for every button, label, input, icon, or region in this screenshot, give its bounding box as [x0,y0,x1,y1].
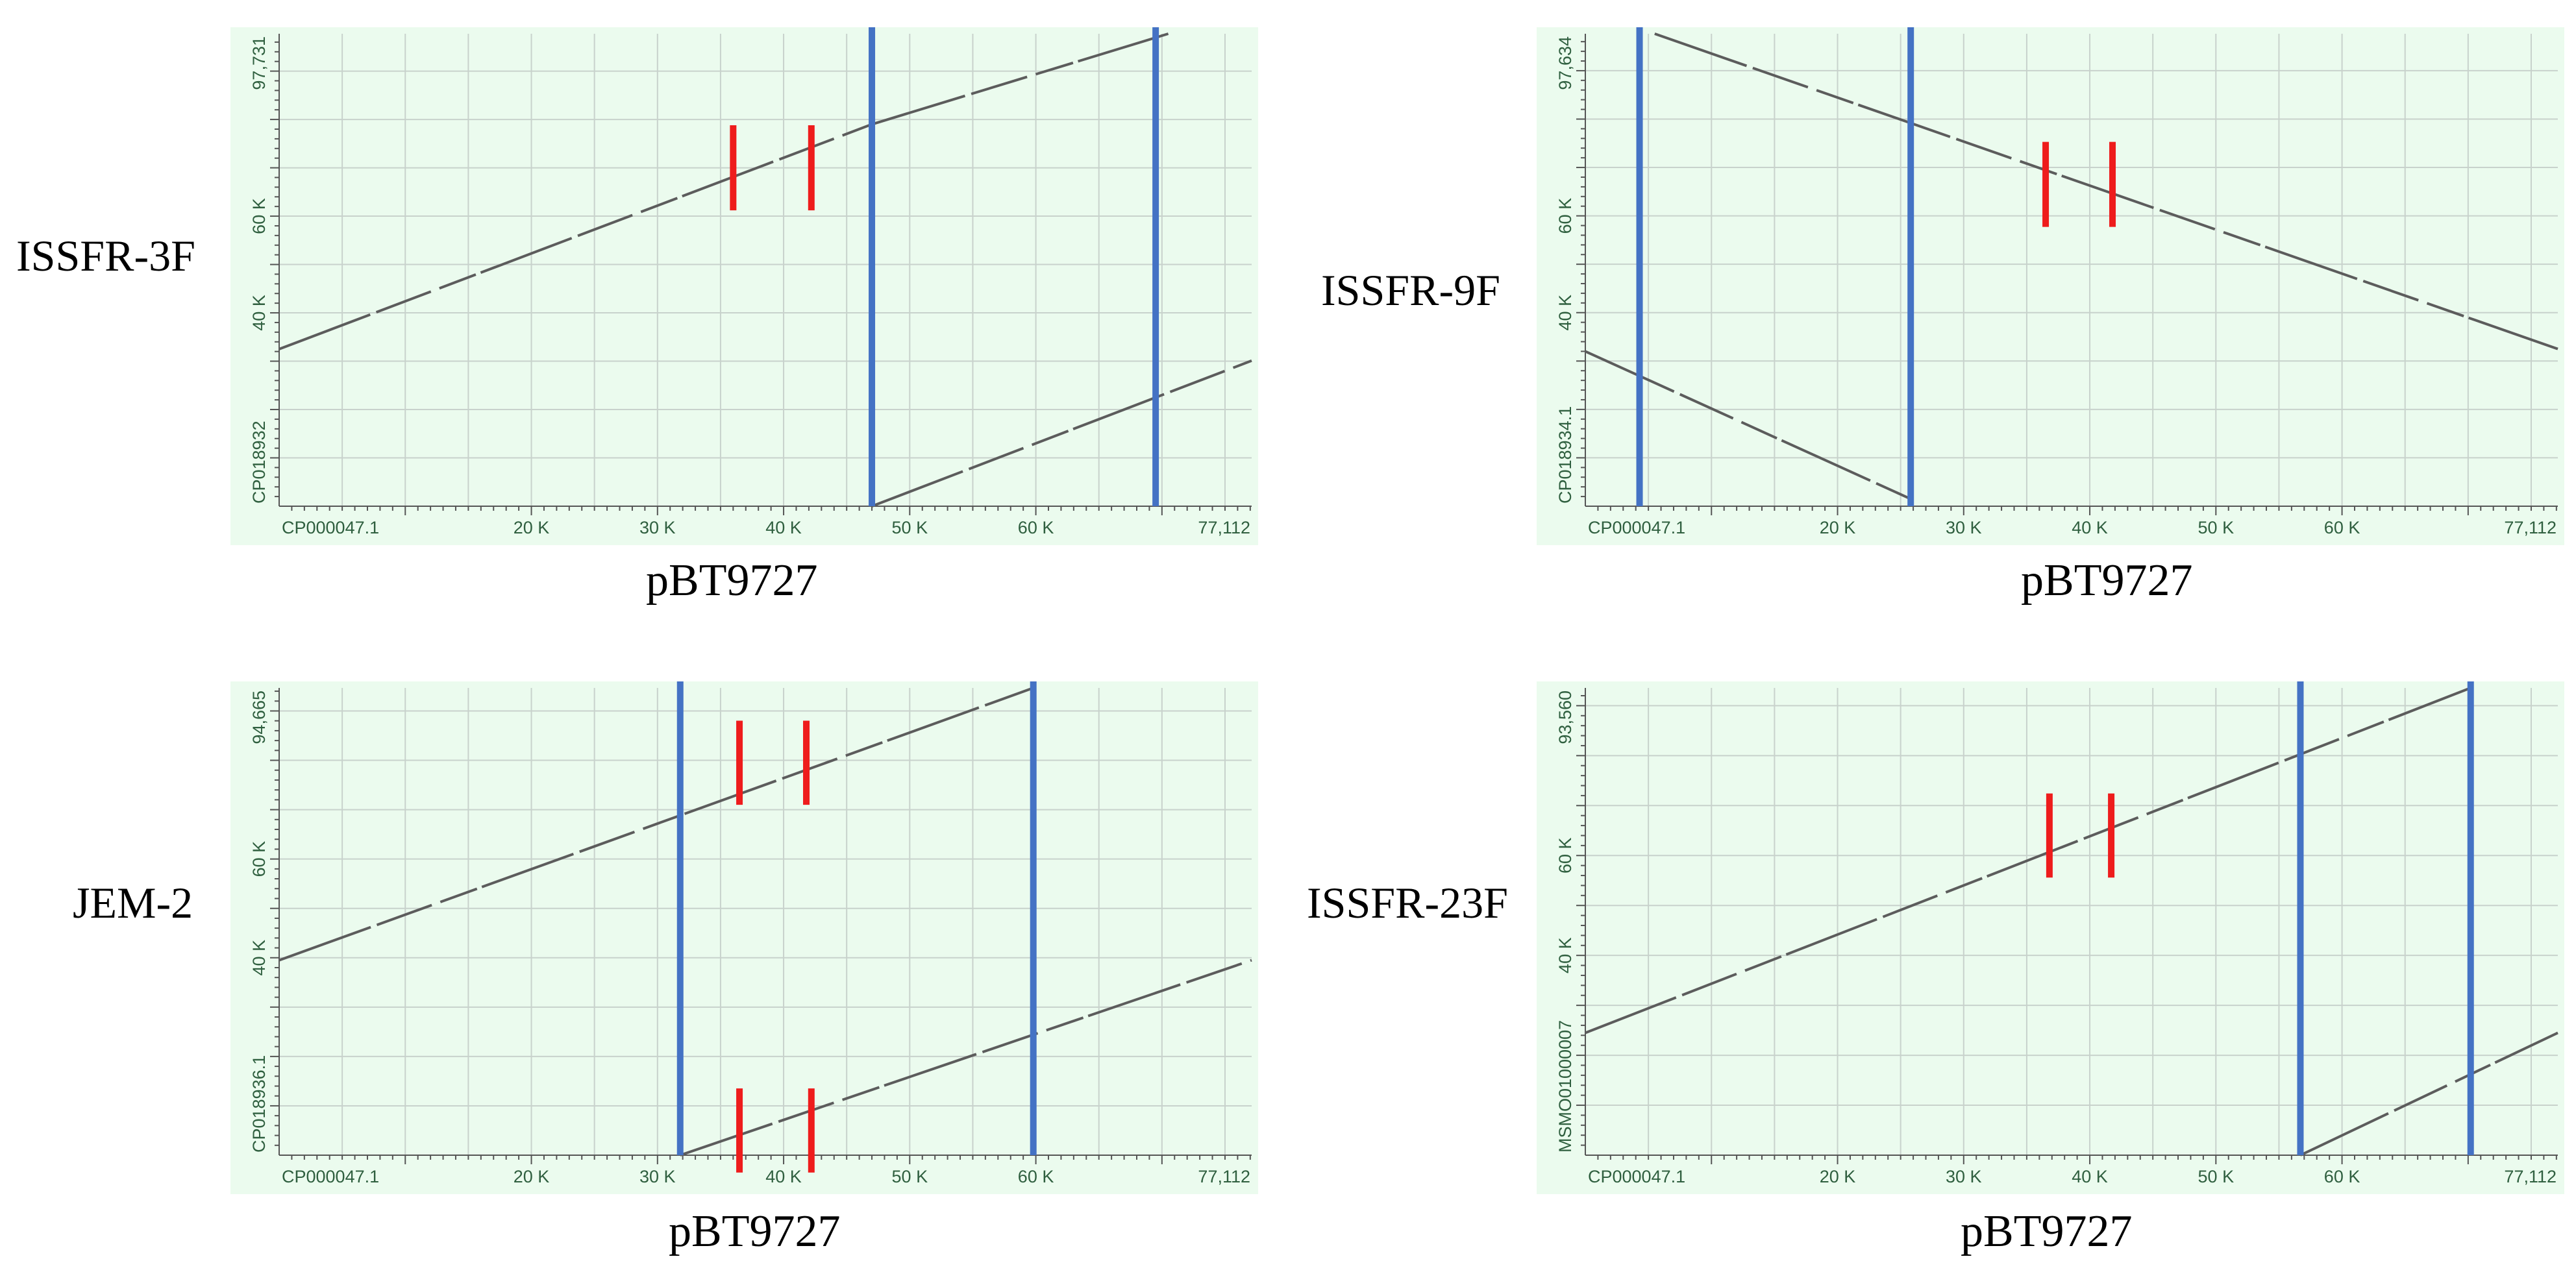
alignment-segment [1585,687,2471,1034]
x-axis-title: pBT9727 [1961,1206,2133,1256]
panel-label: ISSFR-23F [1307,878,1508,927]
plot-background [1537,27,2564,545]
y-sequence-name: MSMO01000007 [1555,1020,1575,1153]
dotplot-chart: 20 K 30 K 40 K 50 K 60 K CP000047.1 77,112 40 K… [230,681,1258,1194]
y-tick-label: 60 K [249,198,269,234]
x-tick-label: 50 K [892,518,928,537]
alignment-segment [871,359,1252,508]
x-tick-label: 30 K [639,1167,676,1186]
alignment-segment [1654,32,2558,350]
panel-label: ISSFR-3F [16,231,195,280]
plot-background [1537,681,2564,1194]
x-tick-label: 60 K [1018,1167,1054,1186]
y-end-label: 94,665 [249,691,269,744]
x-tick-label: 40 K [765,518,802,537]
x-tick-label: 40 K [2072,518,2108,537]
grid [279,34,1252,506]
y-end-label: 97,634 [1555,36,1575,90]
x-axis-title: pBT9727 [2021,556,2193,605]
x-tick-label: 50 K [2198,518,2235,537]
y-sequence-name: CP018932 [249,421,269,504]
x-tick-label: 60 K [2324,518,2360,537]
x-axis-title: pBT9727 [669,1206,841,1256]
x-tick-label: 20 K [1820,518,1856,537]
x-end-label: 77,112 [1198,1167,1250,1186]
x-sequence-name: CP000047.1 [282,1167,379,1186]
y-sequence-name: CP018934.1 [1555,406,1575,504]
x-tick-label: 20 K [1820,1167,1856,1186]
y-tick-label: 40 K [249,295,269,331]
alignment-segment [871,32,1169,126]
alignments [1585,687,2558,1156]
x-tick-label: 60 K [2324,1167,2360,1186]
y-tick-label: 40 K [249,940,269,976]
y-tick-label: 40 K [1555,295,1575,331]
dotplot-chart: 20 K 30 K 40 K 50 K 60 K CP000047.1 77,112 40 K… [230,27,1258,545]
x-tick-label: 50 K [892,1167,928,1186]
x-end-label: 77,112 [2504,1167,2557,1186]
alignment-segment [279,687,1034,962]
x-tick-label: 30 K [1946,518,1982,537]
x-sequence-name: CP000047.1 [282,518,379,537]
y-tick-label: 60 K [1555,198,1575,234]
x-tick-label: 40 K [2072,1167,2108,1186]
x-sequence-name: CP000047.1 [1588,518,1685,537]
x-tick-label: 30 K [1946,1167,1982,1186]
y-tick-label: 40 K [1555,937,1575,973]
alignments [279,687,1252,1156]
plot-background [230,681,1258,1194]
alignment-segment [680,959,1252,1156]
x-end-label: 77,112 [1198,518,1250,537]
grid [1585,34,2558,506]
alignment-segment [2299,1031,2558,1156]
x-tick-label: 40 K [765,1167,802,1186]
y-end-label: 93,560 [1555,691,1575,744]
dotplot-chart: 20 K 30 K 40 K 50 K 60 K CP000047.1 77,112 40 K… [1537,27,2564,545]
plot-background [230,27,1258,545]
alignments [279,32,1252,508]
x-sequence-name: CP000047.1 [1588,1167,1685,1186]
x-axis-title: pBT9727 [646,556,818,605]
alignment-segment [279,123,873,350]
x-tick-label: 30 K [639,518,676,537]
y-end-label: 97,731 [249,36,269,90]
y-tick-label: 60 K [1555,837,1575,874]
grid [1585,688,2558,1155]
x-tick-label: 20 K [514,1167,550,1186]
x-tick-label: 50 K [2198,1167,2235,1186]
x-end-label: 77,112 [2504,518,2557,537]
dotplot-chart: 20 K 30 K 40 K 50 K 60 K CP000047.1 77,112 40 K… [1537,681,2564,1194]
panel-label: JEM-2 [73,878,193,927]
x-tick-label: 20 K [514,518,550,537]
y-sequence-name: CP018936.1 [249,1055,269,1153]
y-tick-label: 60 K [249,841,269,877]
grid [279,688,1252,1155]
x-tick-label: 60 K [1018,518,1054,537]
panel-label: ISSFR-9F [1321,265,1500,315]
